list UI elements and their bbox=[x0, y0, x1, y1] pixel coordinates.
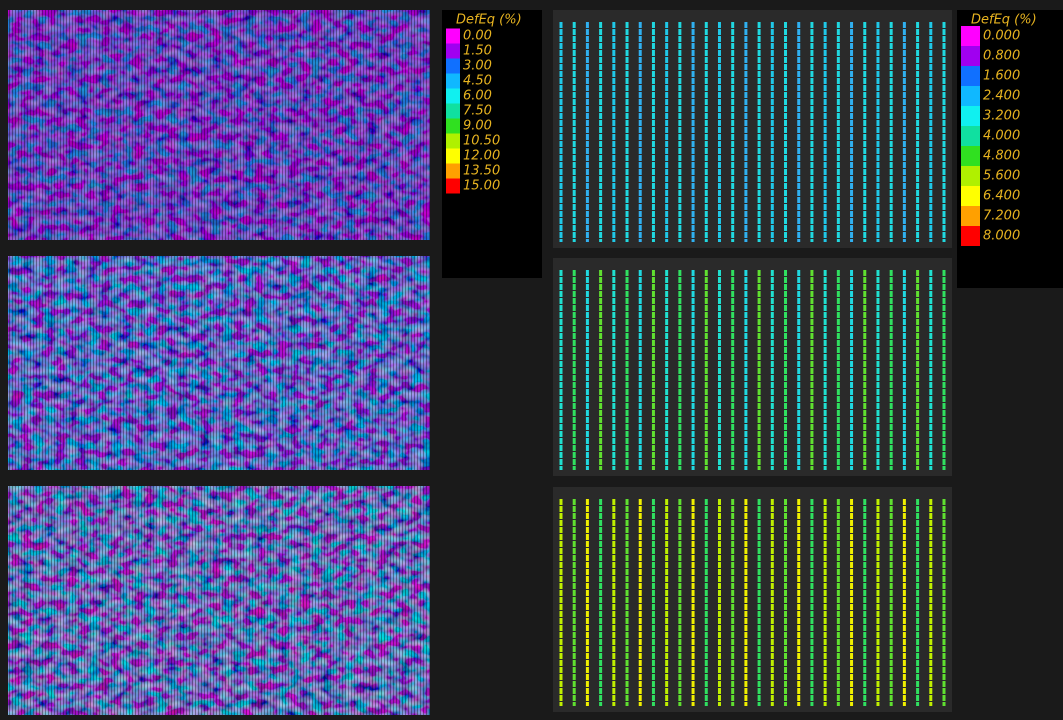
strain-map bbox=[553, 10, 952, 248]
legend-swatch bbox=[446, 58, 460, 74]
legend-label: 8.000 bbox=[983, 229, 1020, 244]
legend-label: 10.50 bbox=[463, 134, 500, 149]
legend-title: DefEq (%) bbox=[456, 13, 522, 28]
legend-swatch bbox=[961, 46, 980, 66]
legends: DefEq (%)0.001.503.004.506.007.509.0010.… bbox=[446, 13, 1037, 246]
legend-swatch bbox=[961, 86, 980, 106]
legend-label: 9.00 bbox=[463, 119, 492, 134]
legend-swatch bbox=[446, 133, 460, 149]
legend-label: 7.200 bbox=[983, 209, 1020, 224]
legend-label: 4.000 bbox=[983, 129, 1020, 144]
right-strain-maps bbox=[553, 10, 952, 712]
legend-label: 12.00 bbox=[463, 149, 500, 164]
legend-label: 15.00 bbox=[463, 179, 500, 194]
legend-swatch bbox=[961, 146, 980, 166]
legend-label: 7.50 bbox=[463, 104, 492, 119]
legend-swatch bbox=[961, 126, 980, 146]
legend-label: 3.200 bbox=[983, 109, 1020, 124]
legend-label: 6.400 bbox=[983, 189, 1020, 204]
strain-map bbox=[553, 487, 952, 712]
strain-lines bbox=[8, 256, 430, 470]
legend-swatch bbox=[446, 28, 460, 44]
left-strain-maps bbox=[8, 10, 430, 715]
legend-swatch bbox=[446, 178, 460, 194]
legend-label: 4.800 bbox=[983, 149, 1020, 164]
legend-label: 6.00 bbox=[463, 89, 492, 104]
legend-label: 2.400 bbox=[983, 89, 1020, 104]
legend-title: DefEq (%) bbox=[971, 13, 1037, 28]
legend-swatch bbox=[446, 103, 460, 119]
strain-lines bbox=[8, 486, 430, 715]
legend-swatch bbox=[446, 88, 460, 104]
strain-map bbox=[553, 258, 952, 476]
legend-swatch bbox=[446, 163, 460, 179]
legend-swatch bbox=[961, 186, 980, 206]
legend-swatch bbox=[961, 206, 980, 226]
legend-label: 1.50 bbox=[463, 44, 492, 59]
legend-swatch bbox=[961, 226, 980, 246]
legend-swatch bbox=[961, 166, 980, 186]
legend-label: 0.000 bbox=[983, 29, 1020, 44]
legend-label: 0.00 bbox=[463, 29, 492, 44]
legend-label: 3.00 bbox=[463, 59, 492, 74]
legend-swatch bbox=[961, 26, 980, 46]
legend-swatch bbox=[446, 43, 460, 59]
legend-swatch bbox=[446, 73, 460, 89]
legend-swatch bbox=[446, 148, 460, 164]
legend-label: 4.50 bbox=[463, 74, 492, 89]
legend-label: 13.50 bbox=[463, 164, 500, 179]
legend-swatch bbox=[446, 118, 460, 134]
legend-swatch bbox=[961, 66, 980, 86]
legend-label: 5.600 bbox=[983, 169, 1020, 184]
legend-label: 0.800 bbox=[983, 49, 1020, 64]
legend-swatch bbox=[961, 106, 980, 126]
legend-label: 1.600 bbox=[983, 69, 1020, 84]
strain-lines bbox=[8, 10, 430, 240]
